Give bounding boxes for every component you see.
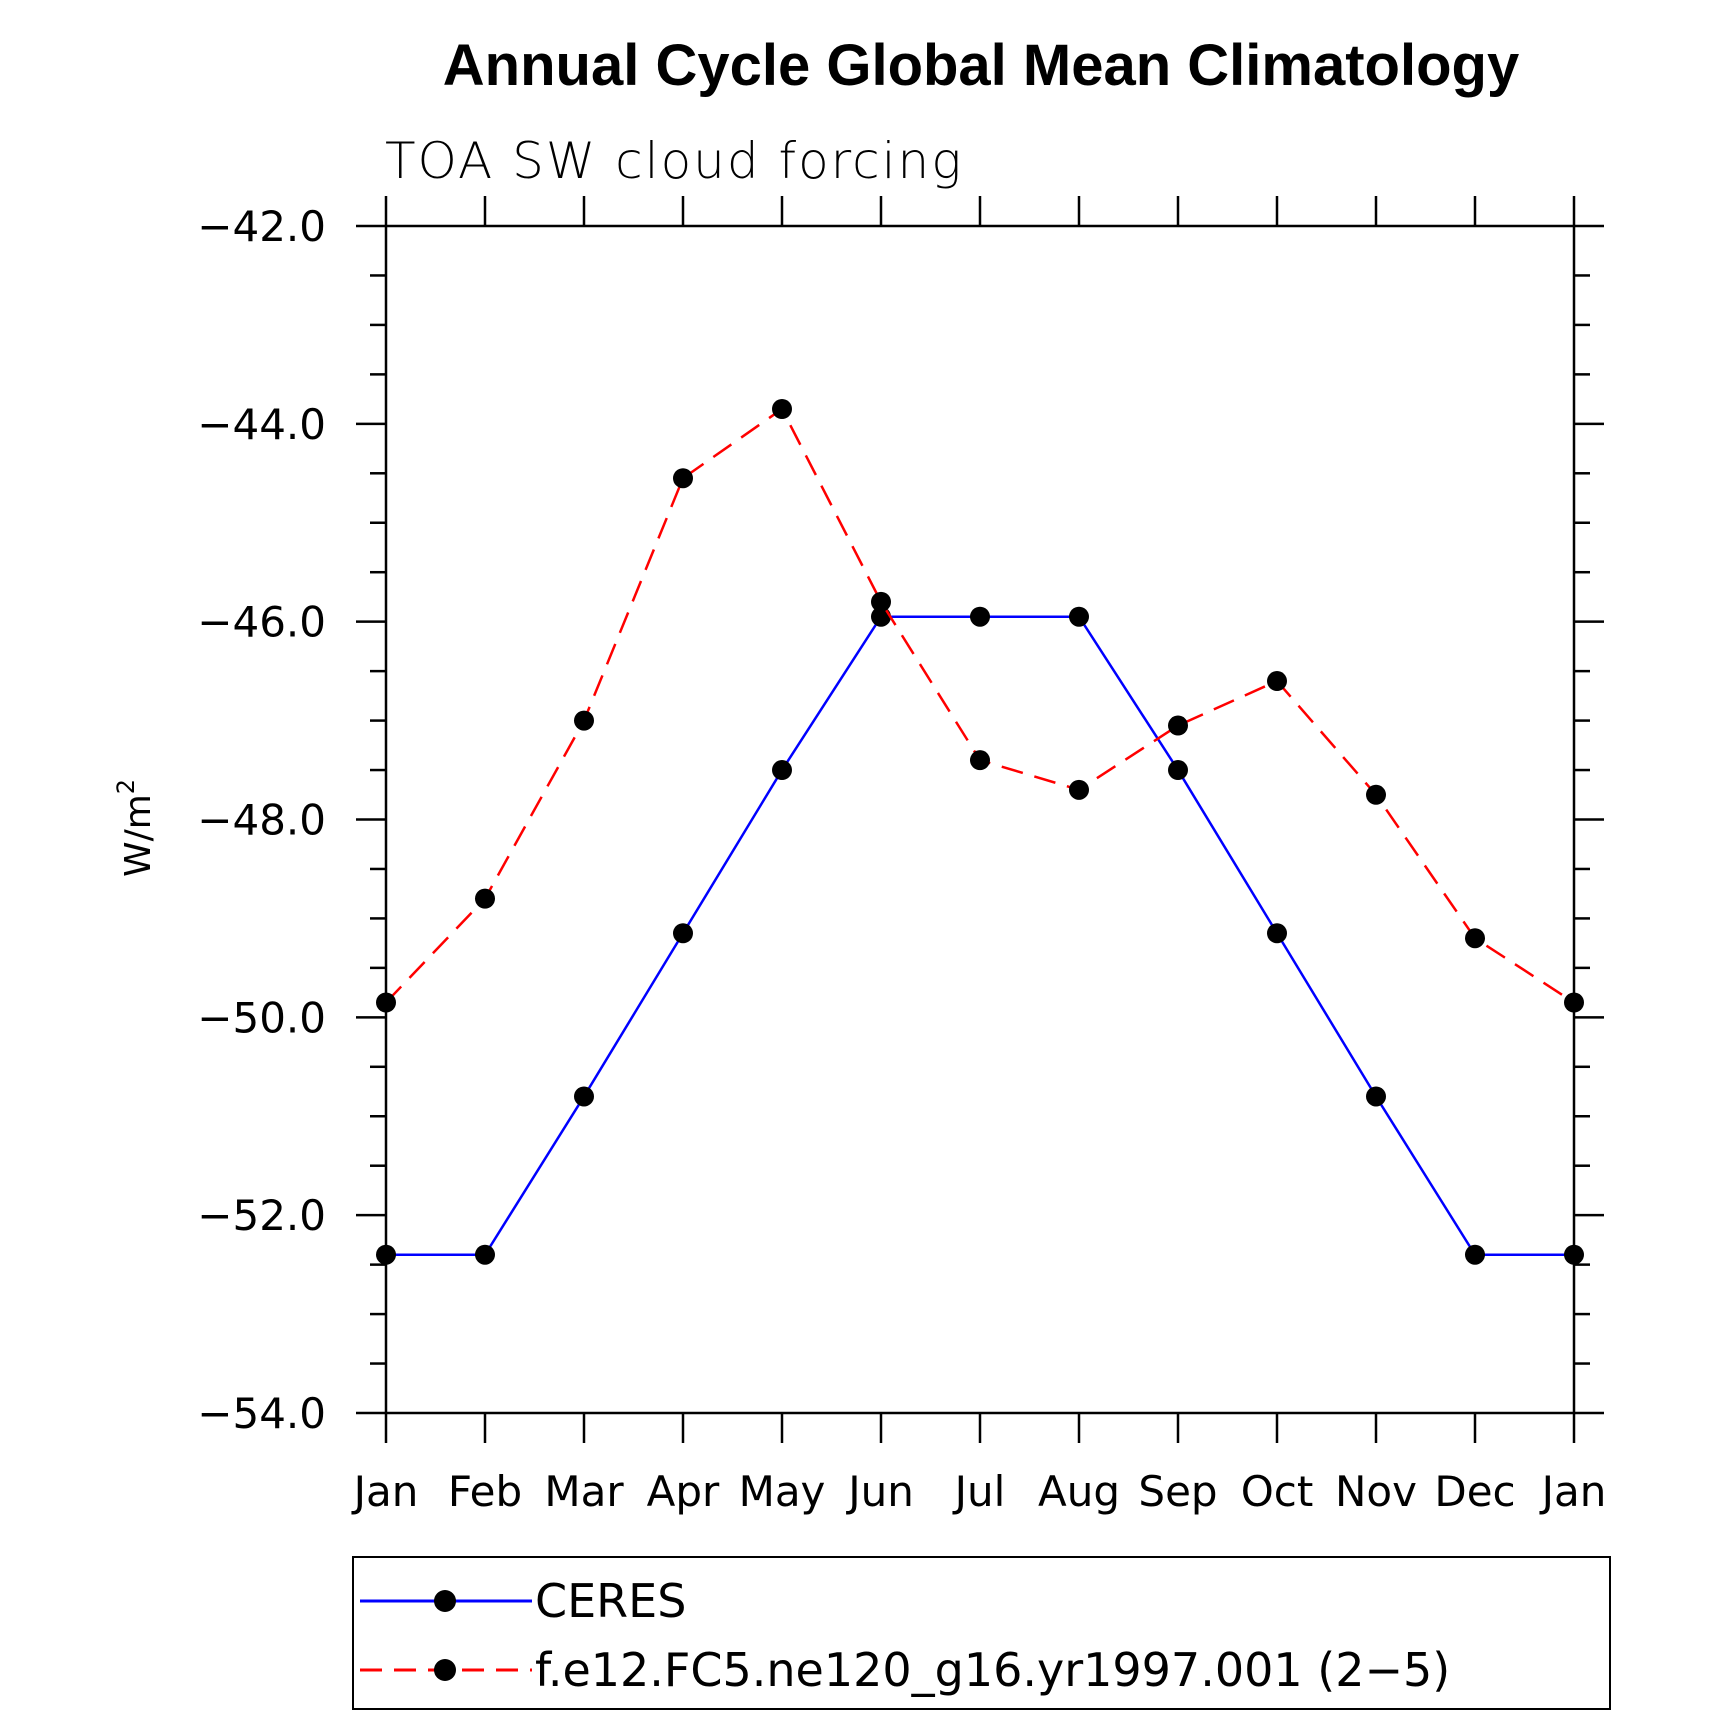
series-layer: [376, 398, 1584, 1265]
data-point-series-1: [871, 591, 891, 612]
data-point-series-0: [1564, 1244, 1584, 1265]
data-point-series-1: [970, 750, 990, 771]
legend-label-model: f.e12.FC5.ne120_g16.yr1997.001 (2−5): [535, 1643, 1450, 1697]
data-point-series-1: [772, 398, 792, 419]
axes: [356, 196, 1604, 1443]
data-point-series-1: [1465, 928, 1485, 949]
data-point-series-0: [1267, 923, 1287, 944]
x-tick-label: Dec: [1434, 1467, 1515, 1516]
data-point-series-1: [475, 888, 495, 909]
data-point-series-1: [574, 710, 594, 731]
legend-marker-model: [434, 1659, 456, 1681]
x-tick-label: Jul: [952, 1467, 1006, 1516]
data-point-series-0: [970, 606, 990, 627]
y-axis-label-superscript: 2: [112, 779, 140, 794]
x-tick-labels: Jan Feb Mar Apr May Jun Jul Aug Sep Oct Nov Dec Jan: [351, 1467, 1607, 1516]
x-tick-label: Aug: [1038, 1467, 1120, 1516]
x-tick-label: Jun: [845, 1467, 914, 1516]
x-tick-label: Feb: [448, 1467, 522, 1516]
y-tick-label: −52.0: [197, 1191, 326, 1240]
series-line-0: [386, 615, 1574, 1256]
data-point-series-1: [673, 468, 693, 489]
x-tick-label: Mar: [544, 1467, 624, 1516]
data-point-series-0: [1069, 606, 1089, 627]
data-point-series-0: [376, 1244, 396, 1265]
x-tick-label: Nov: [1335, 1467, 1417, 1516]
x-tick-label: Apr: [647, 1467, 720, 1516]
y-tick-label: −44.0: [197, 400, 326, 449]
data-point-series-0: [673, 923, 693, 944]
data-point-series-1: [1069, 779, 1089, 800]
series-line-1: [385, 407, 1575, 1004]
data-point-series-0: [1465, 1244, 1485, 1265]
y-tick-label: −50.0: [197, 993, 326, 1042]
plot-frame: [384, 224, 1576, 1415]
x-tick-label: Sep: [1138, 1467, 1217, 1516]
data-point-series-1: [1267, 671, 1287, 692]
y-tick-label: −42.0: [197, 202, 326, 251]
x-tick-label: Oct: [1241, 1467, 1314, 1516]
y-tick-labels: −42.0 −44.0 −46.0 −48.0 −50.0 −52.0 −54.0: [197, 202, 326, 1438]
data-point-series-1: [1366, 784, 1386, 805]
y-tick-label: −46.0: [197, 598, 326, 647]
x-tick-label: Jan: [351, 1467, 419, 1516]
data-point-series-0: [1168, 760, 1188, 781]
x-tick-label: May: [739, 1467, 826, 1516]
chart-title: Annual Cycle Global Mean Climatology: [443, 33, 1519, 98]
legend-label-ceres: CERES: [535, 1574, 686, 1628]
legend: CERES f.e12.FC5.ne120_g16.yr1997.001 (2−…: [352, 1556, 1611, 1710]
data-point-series-0: [475, 1244, 495, 1265]
data-point-series-0: [1366, 1086, 1386, 1107]
data-point-series-0: [574, 1086, 594, 1107]
data-point-series-0: [772, 760, 792, 781]
legend-box: [352, 1556, 1611, 1710]
data-point-series-1: [376, 992, 396, 1013]
x-tick-label: Jan: [1539, 1467, 1607, 1516]
y-axis-label: W/m2: [112, 779, 159, 877]
data-point-series-1: [1564, 992, 1584, 1013]
y-tick-label: −54.0: [197, 1389, 326, 1438]
y-tick-label: −48.0: [197, 796, 326, 845]
chart-subtitle: TOA SW cloud forcing: [385, 132, 963, 190]
legend-marker-ceres: [434, 1590, 456, 1612]
data-point-series-1: [1168, 715, 1188, 736]
